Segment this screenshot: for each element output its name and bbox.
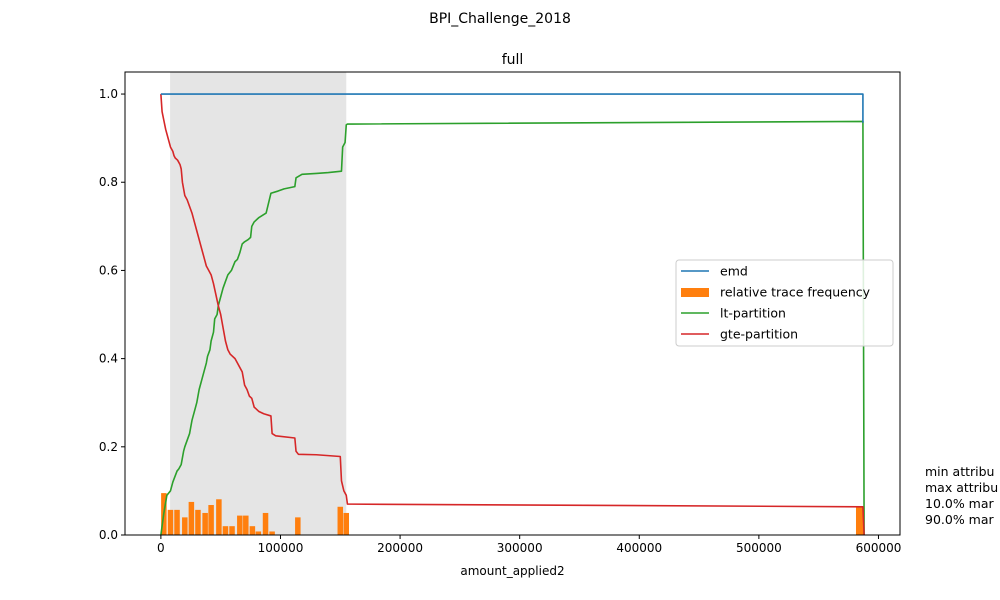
legend-label: lt-partition	[720, 306, 786, 321]
annotation-line: 10.0% mar	[925, 496, 995, 511]
frequency-bar	[174, 509, 180, 535]
legend-label: emd	[720, 264, 748, 279]
chart-title: full	[502, 52, 524, 68]
series-line-emd	[160, 93, 864, 123]
frequency-bar	[269, 531, 275, 535]
annotation-line: max attribu	[925, 480, 998, 495]
legend: emd relative trace frequency lt-partition g…	[675, 259, 894, 347]
legend-label: relative trace frequency	[720, 285, 871, 300]
frequency-bar	[255, 531, 262, 535]
x-tick-label: 200000	[377, 541, 423, 555]
y-tick-label: 0.2	[99, 440, 118, 454]
chart-suptitle: BPI_Challenge_2018	[429, 11, 571, 27]
frequency-bar	[262, 512, 269, 535]
frequency-bar	[343, 512, 350, 535]
frequency-bar	[249, 526, 256, 535]
frequency-bar	[188, 501, 195, 535]
frequency-bar	[208, 505, 214, 535]
series-line-gte-partition	[160, 93, 865, 536]
x-axis-label: amount_applied2	[460, 564, 564, 578]
frequency-bar	[337, 506, 344, 535]
shaded-region	[170, 72, 347, 535]
frequency-bar	[295, 517, 301, 535]
plot-frame	[124, 71, 901, 536]
x-tick-label: 500000	[736, 541, 782, 555]
frequency-bar	[243, 515, 249, 535]
annotation-line: min attribu	[925, 464, 994, 479]
series-line-lt-partition	[160, 120, 865, 536]
frequency-bar	[182, 517, 188, 535]
x-tick-label: 300000	[497, 541, 543, 555]
frequency-bar	[202, 512, 208, 535]
x-tick-label: 100000	[258, 541, 304, 555]
y-tick-label: 0.8	[99, 175, 118, 189]
frequency-bar	[229, 526, 235, 535]
y-tick-label: 0.0	[99, 528, 118, 542]
x-tick-label: 600000	[856, 541, 902, 555]
x-tick-label: 0	[157, 541, 165, 555]
legend-swatch	[681, 288, 709, 297]
x-tick-label: 400000	[616, 541, 662, 555]
frequency-bar	[195, 509, 201, 535]
frequency-bar	[222, 526, 229, 535]
y-tick-label: 0.6	[99, 263, 118, 277]
annotation-line: 90.0% mar	[925, 512, 995, 527]
frequency-bar	[216, 499, 222, 535]
legend-label: gte-partition	[720, 327, 798, 342]
y-tick-label: 0.4	[99, 352, 118, 366]
frequency-bar	[237, 515, 243, 535]
frequency-bar	[167, 509, 174, 535]
frequency-bar	[855, 506, 862, 535]
frequency-bar	[858, 506, 865, 535]
legend-box	[675, 259, 894, 347]
y-tick-label: 1.0	[99, 87, 118, 101]
